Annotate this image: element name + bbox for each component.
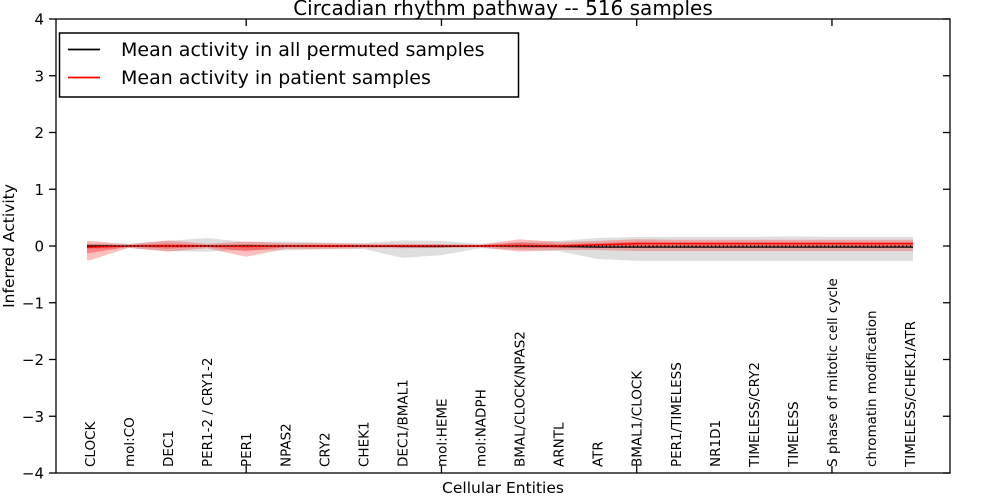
y-tick-label: −4 [22,465,44,483]
xtick-label-layer: CLOCK mol:CO DEC1 PER1-2 / CRY1-2 PER1 NPAS2 C… [83,278,919,468]
legend-box [58,32,520,98]
y-tick-label: 0 [34,238,44,256]
x-category-label: TIMELESS [786,401,802,468]
x-category-label: CHEK1 [356,421,372,467]
ytick-label-layer: −4 −3 −2 −1 0 1 2 3 4 [22,11,44,483]
x-category-label: BMAL/CLOCK/NPAS2 [513,331,529,467]
x-category-label: ARNTL [552,422,568,467]
y-tick-label: −3 [22,408,44,426]
band-layer [87,236,914,261]
x-axis-label: Cellular Entities [442,479,564,497]
x-category-label: mol:CO [122,417,138,467]
chart-title: Circadian rhythm pathway -- 516 samples [293,0,713,20]
y-tick-label: 2 [34,124,44,142]
patient-band-inner [87,241,914,254]
x-category-label: NR1D1 [708,420,724,467]
y-axis-label: Inferred Activity [0,184,18,308]
x-category-label: CLOCK [83,420,99,467]
x-category-label: CRY2 [317,432,333,467]
legend-permuted-label: Mean activity in all permuted samples [121,39,484,61]
x-category-label: DEC1 [161,430,177,467]
legend-patient-label: Mean activity in patient samples [121,67,431,89]
x-category-label: DEC1/BMAL1 [395,379,411,467]
y-tick-label: −2 [22,351,44,369]
tick-layer [49,18,950,474]
x-category-label: PER1/TIMELESS [669,362,685,467]
y-tick-label: 1 [34,181,44,199]
x-category-label: S phase of mitotic cell cycle [825,278,841,467]
x-category-label: ATR [591,441,607,467]
x-category-label: TIMELESS/CHEK1/ATR [903,321,919,468]
x-category-label: BMAL1/CLOCK [630,370,646,467]
line-layer [87,243,914,248]
legend: Mean activity in all permuted samples Me… [58,32,520,98]
permuted-band [87,236,914,261]
y-tick-label: 4 [34,11,44,29]
y-tick-label: −1 [22,294,44,312]
x-category-label: mol:HEME [434,398,450,467]
x-category-label: NPAS2 [278,423,294,467]
x-category-label: chromatin modification [864,310,880,467]
x-category-label: PER1 [239,432,255,467]
y-tick-label: 3 [34,67,44,85]
x-category-label: TIMELESS/CRY2 [747,362,763,468]
x-category-label: mol:NADPH [474,389,490,467]
patient-band-outer [87,239,914,261]
x-category-label: PER1-2 / CRY1-2 [200,358,216,467]
